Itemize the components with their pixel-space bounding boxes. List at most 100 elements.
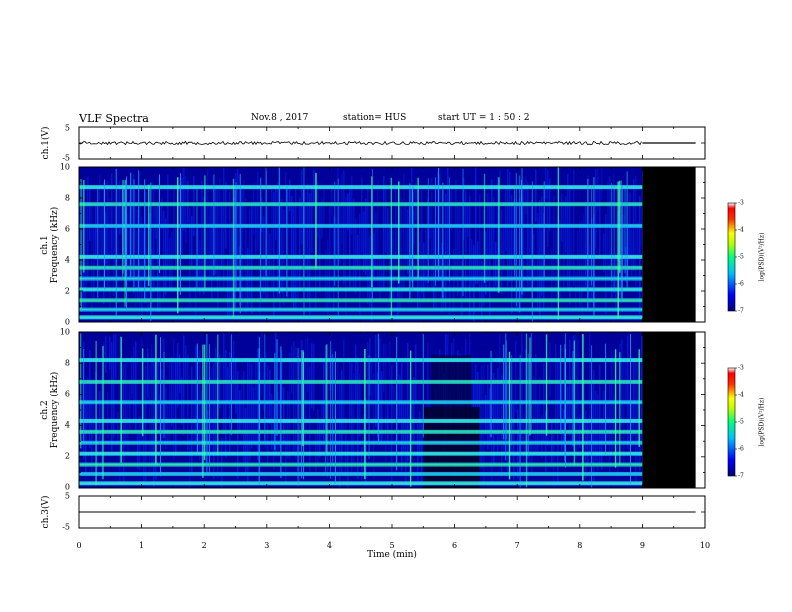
spectrogram-noise	[599, 183, 601, 259]
spectrogram-noise	[291, 195, 293, 302]
spectrogram-noise	[197, 225, 199, 280]
spectrogram-noise	[193, 376, 195, 442]
spectrogram-noise	[147, 275, 149, 315]
spectrogram-noise	[295, 188, 297, 311]
x-tick-label: 4	[326, 541, 332, 550]
spectrogram-noise	[261, 332, 263, 396]
spectrogram-noise	[203, 375, 205, 474]
spectrogram-noise	[503, 227, 505, 268]
spectrogram-noise	[627, 335, 629, 449]
spectrogram-noise	[495, 378, 497, 436]
spectrogram-noise	[101, 202, 103, 264]
spectrogram-noise	[159, 393, 161, 437]
spectrogram-noise	[613, 395, 615, 436]
spectrogram-noise	[401, 362, 403, 472]
spectrogram-noise	[553, 196, 555, 277]
tone-band-core	[79, 278, 643, 280]
spectrogram-noise	[641, 185, 643, 247]
x-tick-label: 6	[452, 541, 458, 550]
spectrogram-noise	[361, 178, 363, 254]
spectrogram-noise	[149, 212, 151, 267]
cb2-tick: -4	[738, 391, 744, 399]
spectrogram-noise	[113, 227, 115, 296]
spectrogram-noise	[379, 258, 381, 304]
spectrogram-noise	[453, 249, 455, 313]
spectrogram-noise	[599, 364, 601, 465]
spectrogram-noise	[357, 357, 359, 480]
spectrogram-noise	[641, 336, 643, 445]
spectrogram-noise	[375, 212, 377, 271]
spectrogram-noise	[319, 422, 321, 458]
spectrogram-noise	[487, 192, 489, 283]
spectrogram-noise	[603, 390, 605, 440]
ch2-freq-tick: 2	[64, 451, 70, 461]
spectrogram-noise	[479, 194, 481, 308]
spectrogram-noise	[111, 342, 113, 452]
spectrogram-noise	[111, 173, 113, 260]
spectrogram-noise	[123, 364, 125, 484]
spectrogram-noise	[109, 198, 111, 309]
cb2-tick: -7	[738, 472, 744, 480]
spectrogram-noise	[471, 239, 473, 287]
spectrogram-noise	[349, 185, 351, 289]
spectrogram-noise	[181, 177, 183, 254]
spectrogram-noise	[385, 186, 387, 253]
x-tick-label: 3	[264, 541, 270, 550]
ch1-freq-tick: 4	[64, 255, 70, 265]
spectrogram-noise	[629, 392, 631, 468]
spectrogram-noise	[207, 168, 209, 272]
spectrogram-noise	[609, 382, 611, 473]
ch1-freq-tick: 10	[59, 162, 70, 172]
spectrogram-noise	[421, 190, 423, 294]
spectrogram-noise	[555, 344, 557, 431]
spectrogram-noise	[105, 336, 107, 373]
spectrogram-noise	[541, 196, 543, 296]
spectrogram-noise	[605, 214, 607, 314]
spectrogram-noise	[257, 348, 259, 461]
x-tick-label: 10	[699, 541, 711, 550]
spectrogram-noise	[183, 167, 185, 231]
spectrogram-noise	[175, 361, 177, 457]
spectrogram-noise	[251, 205, 253, 314]
spectrogram-noise	[349, 357, 351, 433]
no-data-block	[642, 332, 696, 488]
spectrogram-noise	[547, 407, 549, 447]
x-tick-label: 5	[389, 541, 395, 550]
spectrogram-noise	[161, 368, 163, 443]
spectrogram-noise	[275, 187, 277, 240]
spectrogram-noise	[331, 347, 333, 392]
spectrogram-noise	[275, 332, 277, 456]
spectrogram-noise	[569, 339, 571, 436]
spectrogram-noise	[481, 365, 483, 469]
spectrogram-noise	[133, 347, 135, 424]
panel-frame	[78, 126, 706, 160]
spectrogram-noise	[521, 332, 523, 441]
spectrogram-noise	[627, 223, 629, 278]
tone-band-core	[79, 473, 643, 475]
spectrogram-noise	[179, 182, 181, 289]
spectrogram-noise	[477, 371, 479, 423]
colorbar-1	[727, 202, 736, 312]
spectrogram-noise	[561, 381, 563, 451]
spectrogram-noise	[483, 365, 485, 483]
spectrogram-noise	[145, 192, 147, 304]
spectrogram-noise	[367, 183, 369, 305]
spectrogram-noise	[269, 369, 271, 425]
spectrogram-noise	[103, 182, 105, 305]
spectrogram-noise	[415, 183, 417, 221]
ch2-freq-tick: 10	[59, 327, 70, 337]
spectrogram-noise	[205, 183, 207, 278]
ch3-voltage-ylabel: ch.3(V)	[41, 495, 51, 529]
spectrogram-noise	[219, 178, 221, 292]
spectrogram-noise	[357, 235, 359, 270]
spectrogram-noise	[635, 175, 637, 287]
spectrogram-noise	[277, 182, 279, 300]
spectrogram-noise	[79, 186, 81, 279]
spectrogram-noise	[531, 439, 533, 473]
spectrogram-noise	[625, 247, 627, 283]
spectrogram-noise	[383, 175, 385, 291]
spectrogram-noise	[137, 208, 139, 300]
spectrogram-noise	[101, 375, 103, 480]
spectrogram-noise	[607, 182, 609, 277]
spectrogram-noise	[403, 172, 405, 292]
